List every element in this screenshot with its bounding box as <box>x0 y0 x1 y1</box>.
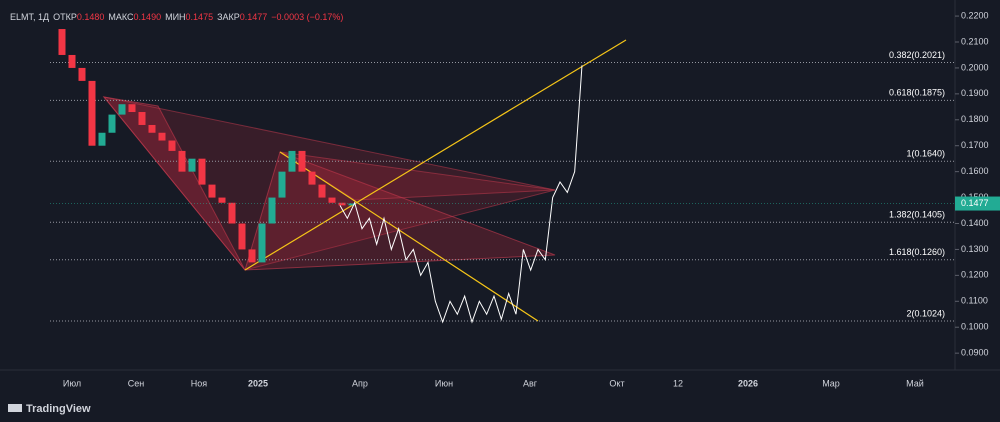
field-value: 0.1490 <box>134 12 162 22</box>
candle <box>168 140 176 151</box>
x-tick-label: 2025 <box>248 378 268 388</box>
candle <box>148 124 156 133</box>
x-tick-label: 2026 <box>738 378 758 388</box>
x-tick-label: Ноя <box>191 378 208 388</box>
candle <box>288 150 296 172</box>
fib-label: 0.382(0.2021) <box>889 50 945 60</box>
candle <box>248 249 256 263</box>
field-label: ОТКР <box>53 12 77 22</box>
y-tick-label: 0.1900 <box>961 88 989 98</box>
candle <box>88 80 96 146</box>
candle <box>208 184 216 198</box>
change: −0.0003 (−0.17%) <box>271 12 343 22</box>
field-value: 0.1480 <box>77 12 105 22</box>
y-tick-label: 0.1700 <box>961 140 989 150</box>
last-price-badge <box>955 196 1000 211</box>
field-label: МИН <box>165 12 185 22</box>
candle <box>128 104 136 113</box>
symbol: ELMT, 1Д <box>10 12 49 22</box>
trend-line <box>279 151 539 322</box>
y-tick-label: 0.1800 <box>961 114 989 124</box>
candle <box>78 67 86 81</box>
candle <box>138 112 146 125</box>
y-tick-label: 0.1600 <box>961 166 989 176</box>
header: ELMT, 1Д ОТКР0.1480 МАКС0.1490 МИН0.1475 ЗАК… <box>10 12 343 22</box>
candle <box>118 104 126 115</box>
y-tick-label: 0.2100 <box>961 36 989 46</box>
fib-label: 2(0.1024) <box>906 308 945 318</box>
candle <box>338 202 346 206</box>
projection-line <box>339 65 583 324</box>
candle <box>278 171 286 198</box>
y-tick-label: 0.2000 <box>961 62 989 72</box>
y-tick-label: 0.1200 <box>961 270 989 280</box>
candle <box>198 158 206 185</box>
candle <box>348 203 356 206</box>
candle <box>328 197 336 203</box>
x-tick-label: Окт <box>609 378 624 388</box>
field-label: ЗАКР <box>217 12 240 22</box>
y-tick-label: 0.1300 <box>961 244 989 254</box>
x-tick-label: 12 <box>673 378 683 388</box>
brand-name: TradingView <box>26 403 91 415</box>
candle <box>218 197 226 203</box>
candle <box>178 150 186 172</box>
fib-label: 1.382(0.1405) <box>889 210 945 220</box>
candle <box>68 54 76 68</box>
candle <box>98 132 106 146</box>
fib-label: 0.618(0.1875) <box>889 88 945 98</box>
candle <box>268 197 276 224</box>
field-label: МАКС <box>108 12 134 22</box>
brand-logo <box>8 404 22 412</box>
candle <box>188 158 196 172</box>
candle <box>258 223 266 263</box>
brand: TradingView <box>8 403 91 415</box>
y-tick-label: 0.1100 <box>961 296 988 306</box>
x-tick-label: Сен <box>128 378 145 388</box>
candle <box>228 202 236 224</box>
x-tick-label: Июл <box>63 378 81 388</box>
candle <box>308 171 316 185</box>
candle <box>158 132 166 141</box>
trend-line <box>244 39 627 271</box>
field-value: 0.1477 <box>240 12 268 22</box>
pattern-triangle <box>244 151 556 271</box>
y-tick-label: 0.1400 <box>961 218 989 228</box>
x-tick-label: Мар <box>822 378 840 388</box>
candle <box>58 29 66 55</box>
fib-label: 1.618(0.1260) <box>889 247 945 257</box>
x-tick-label: Апр <box>352 378 368 388</box>
x-tick-label: Май <box>906 378 924 388</box>
candle <box>318 184 326 198</box>
field-value: 0.1475 <box>186 12 214 22</box>
x-tick-label: Авг <box>523 378 538 388</box>
fib-label: 1(0.1640) <box>906 149 945 159</box>
x-tick-label: Июн <box>435 378 453 388</box>
y-tick-label: 0.1000 <box>961 322 989 332</box>
candle <box>108 114 116 133</box>
y-tick-label: 0.2200 <box>961 10 989 20</box>
candle <box>298 150 306 172</box>
candle <box>238 223 246 250</box>
harmonic-pattern <box>102 96 556 271</box>
last-price-label: 0.1477 <box>961 198 989 208</box>
y-tick-label: 0.0900 <box>961 348 989 358</box>
